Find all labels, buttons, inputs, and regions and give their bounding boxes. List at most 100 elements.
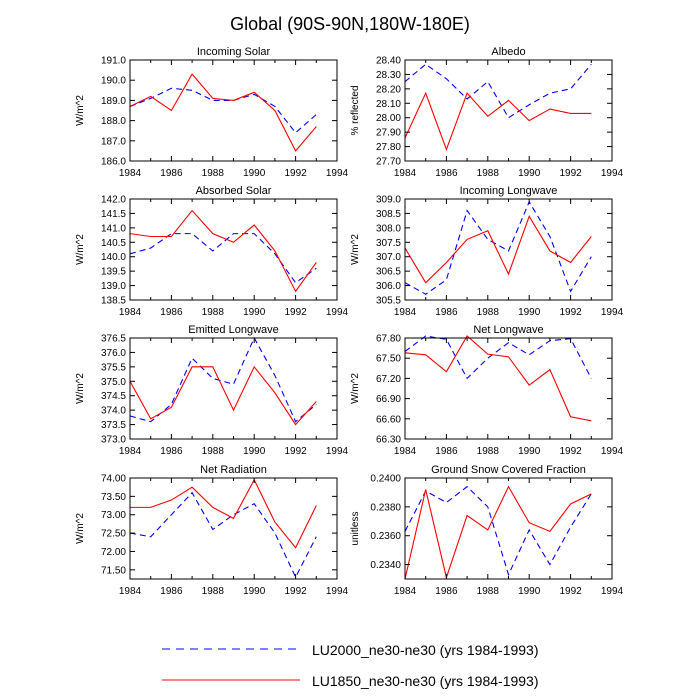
- x-tick-label-net-radiation: 1984: [119, 586, 142, 597]
- x-tick-label-net-longwave: 1990: [518, 446, 541, 457]
- x-tick-label-net-radiation: 1988: [202, 586, 225, 597]
- x-tick-label-absorbed-solar: 1990: [243, 307, 266, 318]
- series-line-ground-snow-covered-fraction-lu2000: [404, 485, 592, 577]
- y-tick-label-ground-snow-covered-fraction: 0.2340: [370, 560, 401, 571]
- y-tick-label-absorbed-solar: 140.5: [101, 238, 126, 249]
- x-tick-label-net-radiation: 1992: [284, 586, 307, 597]
- y-axis-label-incoming-solar: W/m^2: [75, 95, 86, 126]
- x-tick-label-ground-snow-covered-fraction: 1986: [435, 586, 458, 597]
- y-tick-label-albedo: 27.90: [376, 128, 401, 139]
- y-tick-label-incoming-longwave: 308.5: [376, 209, 401, 220]
- series-line-ground-snow-covered-fraction-lu1850: [404, 485, 592, 580]
- y-tick-label-incoming-longwave: 305.5: [376, 296, 401, 307]
- y-tick-label-net-radiation: 73.00: [101, 510, 126, 521]
- y-tick-label-absorbed-solar: 139.5: [101, 267, 126, 278]
- series-line-net-longwave-lu1850: [404, 335, 592, 422]
- y-tick-label-incoming-solar: 190.0: [101, 76, 126, 87]
- y-tick-label-albedo: 28.40: [376, 56, 401, 67]
- y-tick-label-ground-snow-covered-fraction: 0.2400: [370, 474, 401, 485]
- y-tick-label-incoming-solar: 191.0: [101, 56, 126, 67]
- y-tick-label-albedo: 27.70: [376, 157, 401, 168]
- y-tick-label-incoming-longwave: 306.0: [376, 281, 401, 292]
- panel-frame-ground-snow-covered-fraction: [404, 477, 613, 580]
- y-tick-label-albedo: 28.30: [376, 70, 401, 81]
- y-tick-label-absorbed-solar: 139.0: [101, 281, 126, 292]
- x-tick-label-incoming-solar: 1992: [284, 168, 307, 179]
- x-tick-label-incoming-solar: 1986: [160, 168, 183, 179]
- series-line-absorbed-solar-lu1850: [129, 209, 317, 293]
- x-tick-label-incoming-solar: 1990: [243, 168, 266, 179]
- x-tick-label-net-radiation: 1986: [160, 586, 183, 597]
- y-tick-label-net-longwave: 66.60: [376, 414, 401, 425]
- series-line-incoming-solar-lu1850: [129, 73, 317, 152]
- y-tick-label-incoming-solar: 187.0: [101, 136, 126, 147]
- panel-frame-net-longwave: [404, 337, 613, 440]
- x-tick-label-incoming-longwave: 1988: [477, 307, 500, 318]
- y-axis-label-net-longwave: W/m^2: [350, 373, 361, 404]
- x-tick-label-emitted-longwave: 1984: [119, 446, 142, 457]
- x-tick-label-ground-snow-covered-fraction: 1988: [477, 586, 500, 597]
- x-tick-label-albedo: 1994: [601, 168, 624, 179]
- y-tick-label-incoming-longwave: 307.5: [376, 238, 401, 249]
- x-tick-label-net-longwave: 1984: [394, 446, 417, 457]
- y-tick-label-incoming-longwave: 309.0: [376, 195, 401, 206]
- y-axis-label-emitted-longwave: W/m^2: [75, 373, 86, 404]
- y-tick-label-emitted-longwave: 374.5: [101, 391, 126, 402]
- y-tick-label-incoming-solar: 186.0: [101, 157, 126, 168]
- panel-frame-net-radiation: [129, 477, 338, 580]
- y-tick-label-albedo: 28.20: [376, 84, 401, 95]
- x-tick-label-albedo: 1990: [518, 168, 541, 179]
- y-tick-label-incoming-solar: 189.0: [101, 96, 126, 107]
- y-tick-label-incoming-longwave: 307.0: [376, 252, 401, 263]
- y-axis-label-ground-snow-covered-fraction: unitless: [350, 512, 361, 546]
- y-tick-label-ground-snow-covered-fraction: 0.2380: [370, 502, 401, 513]
- panel-frame-absorbed-solar: [129, 198, 338, 301]
- y-tick-label-absorbed-solar: 142.0: [101, 195, 126, 206]
- y-tick-label-absorbed-solar: 141.0: [101, 223, 126, 234]
- x-tick-label-ground-snow-covered-fraction: 1992: [559, 586, 582, 597]
- figure-title: Global (90S-90N,180W-180E): [230, 14, 470, 34]
- x-tick-label-emitted-longwave: 1992: [284, 446, 307, 457]
- y-tick-label-albedo: 27.80: [376, 142, 401, 153]
- y-tick-label-net-radiation: 73.50: [101, 492, 126, 503]
- y-tick-label-net-longwave: 67.50: [376, 354, 401, 365]
- y-axis-label-incoming-longwave: W/m^2: [350, 234, 361, 265]
- series-line-net-radiation-lu1850: [130, 478, 317, 549]
- x-tick-label-albedo: 1988: [477, 168, 500, 179]
- panel-title-albedo: Albedo: [491, 46, 525, 58]
- panel-title-net-longwave: Net Longwave: [473, 324, 543, 336]
- x-tick-label-emitted-longwave: 1990: [243, 446, 266, 457]
- x-tick-label-albedo: 1986: [435, 168, 458, 179]
- panel-grid: Incoming Solar 1984 1986 1988 1990 1992 1994 18…: [75, 46, 624, 597]
- y-tick-label-net-radiation: 72.50: [101, 529, 126, 540]
- x-tick-label-absorbed-solar: 1992: [284, 307, 307, 318]
- panel-albedo: Albedo 1984 1986 1988 1990 1992 1994 27.70 27.80…: [350, 46, 624, 179]
- y-tick-label-net-longwave: 66.30: [376, 435, 401, 446]
- panel-title-incoming-longwave: Incoming Longwave: [460, 185, 558, 197]
- series-line-emitted-longwave-lu1850: [129, 365, 317, 426]
- panel-absorbed-solar: Absorbed Solar 1984 1986 1988 1990 1992 1994 13…: [75, 185, 349, 318]
- panel-title-incoming-solar: Incoming Solar: [197, 46, 271, 58]
- x-tick-label-incoming-longwave: 1984: [394, 307, 417, 318]
- y-tick-label-incoming-longwave: 306.5: [376, 267, 401, 278]
- panel-frame-albedo: [404, 59, 613, 162]
- x-tick-label-net-longwave: 1994: [601, 446, 624, 457]
- x-tick-label-emitted-longwave: 1988: [202, 446, 225, 457]
- panel-net-radiation: Net Radiation 1984 1986 1988 1990 1992 1994 71.…: [75, 464, 349, 597]
- x-tick-label-incoming-solar: 1984: [119, 168, 142, 179]
- x-tick-label-incoming-longwave: 1994: [601, 307, 624, 318]
- series-line-incoming-solar-lu2000: [129, 87, 317, 134]
- x-tick-label-incoming-longwave: 1990: [518, 307, 541, 318]
- series-line-emitted-longwave-lu2000: [129, 336, 317, 423]
- x-tick-label-incoming-solar: 1988: [202, 168, 225, 179]
- series-line-absorbed-solar-lu2000: [129, 233, 317, 284]
- x-tick-label-absorbed-solar: 1986: [160, 307, 183, 318]
- y-tick-label-albedo: 28.00: [376, 113, 401, 124]
- y-tick-label-net-longwave: 67.20: [376, 374, 401, 385]
- x-tick-label-net-longwave: 1986: [435, 446, 458, 457]
- series-line-albedo-lu2000: [404, 63, 592, 119]
- x-tick-label-net-longwave: 1988: [477, 446, 500, 457]
- x-tick-label-ground-snow-covered-fraction: 1984: [394, 586, 417, 597]
- x-tick-label-albedo: 1984: [394, 168, 417, 179]
